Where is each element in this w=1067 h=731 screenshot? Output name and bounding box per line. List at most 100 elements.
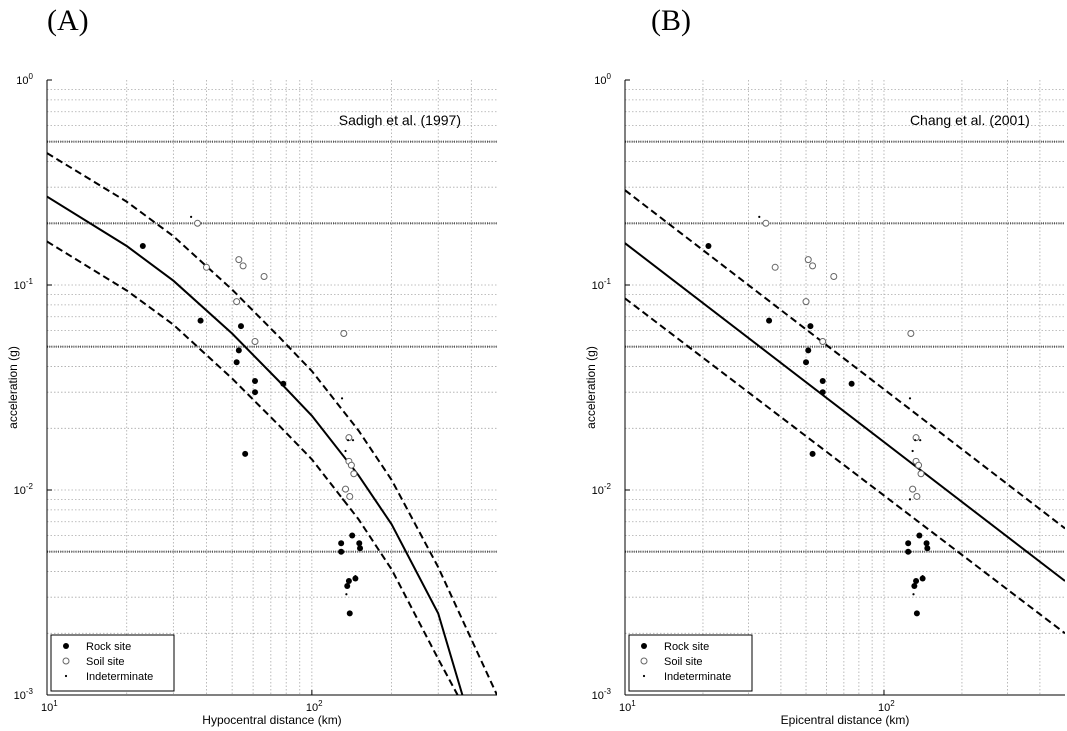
point-filled-circle — [349, 532, 356, 539]
point-filled-circle — [766, 317, 773, 324]
legend-marker-filled-circle — [641, 643, 647, 649]
point-open-circle — [909, 485, 917, 493]
grid — [47, 80, 497, 695]
point-dot — [346, 439, 350, 442]
point-filled-circle — [280, 380, 287, 387]
point-filled-circle — [242, 450, 249, 457]
legend-label: Rock site — [664, 641, 709, 653]
legend-marker-filled-circle — [63, 643, 69, 649]
point-dot — [344, 449, 347, 453]
legend-label: Indeterminate — [86, 671, 153, 683]
point-filled-circle — [344, 583, 351, 590]
legend-label: Soil site — [86, 656, 125, 668]
y-tick-label: 10-3 — [592, 687, 612, 702]
model-annotation: Chang et al. (2001) — [910, 112, 1030, 128]
point-open-circle — [819, 338, 827, 346]
point-filled-circle — [252, 378, 259, 385]
prediction-bound-curve — [47, 152, 497, 695]
point-open-circle — [762, 219, 770, 227]
point-open-circle — [193, 219, 201, 227]
median-prediction-curve — [625, 242, 1065, 582]
legend-label: Indeterminate — [664, 671, 731, 683]
point-open-circle — [346, 492, 354, 500]
curves — [47, 152, 497, 695]
point-dot — [908, 498, 912, 501]
point-open-circle — [202, 263, 210, 271]
point-filled-circle — [819, 389, 826, 396]
point-filled-circle — [809, 450, 816, 457]
legend-label: Rock site — [86, 641, 131, 653]
panel-label-a: (A) — [47, 4, 89, 37]
point-filled-circle — [197, 317, 204, 324]
point-dot — [908, 397, 912, 400]
legend-box — [50, 634, 175, 692]
point-filled-circle — [919, 575, 926, 582]
point-open-circle — [771, 263, 779, 271]
point-dot — [914, 439, 917, 442]
y-axis-label: acceleration (g) — [6, 346, 20, 429]
point-filled-circle — [237, 323, 244, 330]
point-filled-circle — [819, 378, 826, 385]
point-open-circle — [915, 461, 923, 469]
point-dot — [340, 397, 344, 400]
point-filled-circle — [357, 545, 364, 552]
point-dot — [345, 593, 348, 596]
point-open-circle — [235, 256, 243, 264]
point-filled-circle — [338, 540, 345, 547]
x-tick-label: 102 — [878, 699, 895, 714]
point-filled-circle — [338, 548, 345, 555]
point-open-circle — [802, 298, 810, 306]
legend-marker-open-circle — [62, 657, 70, 665]
point-filled-circle — [913, 577, 920, 584]
point-filled-circle — [923, 540, 930, 547]
point-filled-circle — [913, 610, 920, 617]
legend-marker-dot — [64, 674, 68, 678]
point-open-circle — [340, 329, 348, 337]
data-points — [139, 215, 364, 617]
point-filled-circle — [139, 242, 146, 249]
x-axis-label: Epicentral distance (km) — [781, 713, 910, 727]
x-tick-label: 101 — [619, 699, 636, 714]
point-filled-circle — [356, 540, 363, 547]
point-dot — [351, 439, 355, 442]
point-filled-circle — [805, 347, 812, 354]
point-filled-circle — [905, 548, 912, 555]
point-filled-circle — [916, 532, 923, 539]
point-filled-circle — [905, 540, 912, 547]
point-open-circle — [350, 470, 358, 478]
point-dot — [758, 215, 761, 218]
median-prediction-curve — [47, 195, 464, 695]
y-axis-label: acceleration (g) — [584, 346, 598, 429]
point-open-circle — [907, 329, 915, 337]
point-open-circle — [251, 338, 259, 346]
point-filled-circle — [252, 389, 259, 396]
y-tick-label: 10-2 — [592, 482, 612, 497]
point-open-circle — [917, 470, 925, 478]
panel-label-b: (B) — [651, 4, 691, 37]
curves — [625, 189, 1065, 635]
point-filled-circle — [352, 575, 359, 582]
point-open-circle — [233, 298, 241, 306]
point-filled-circle — [848, 380, 855, 387]
point-filled-circle — [705, 242, 712, 249]
point-filled-circle — [235, 347, 242, 354]
point-open-circle — [830, 273, 838, 281]
y-tick-label: 100 — [594, 72, 611, 87]
legend-marker-dot — [642, 674, 646, 678]
point-dot — [912, 593, 915, 596]
point-filled-circle — [911, 583, 918, 590]
prediction-bound-curve — [47, 240, 459, 695]
point-filled-circle — [807, 323, 814, 330]
legend-label: Soil site — [664, 656, 703, 668]
point-open-circle — [804, 256, 812, 264]
legend-marker-open-circle — [640, 657, 648, 665]
point-dot — [190, 215, 193, 218]
point-dot — [919, 439, 922, 442]
point-filled-circle — [346, 610, 353, 617]
model-annotation: Sadigh et al. (1997) — [339, 112, 461, 128]
prediction-bound-curve — [625, 189, 1065, 530]
point-dot — [354, 575, 357, 578]
x-axis-label: Hypocentral distance (km) — [202, 713, 341, 727]
